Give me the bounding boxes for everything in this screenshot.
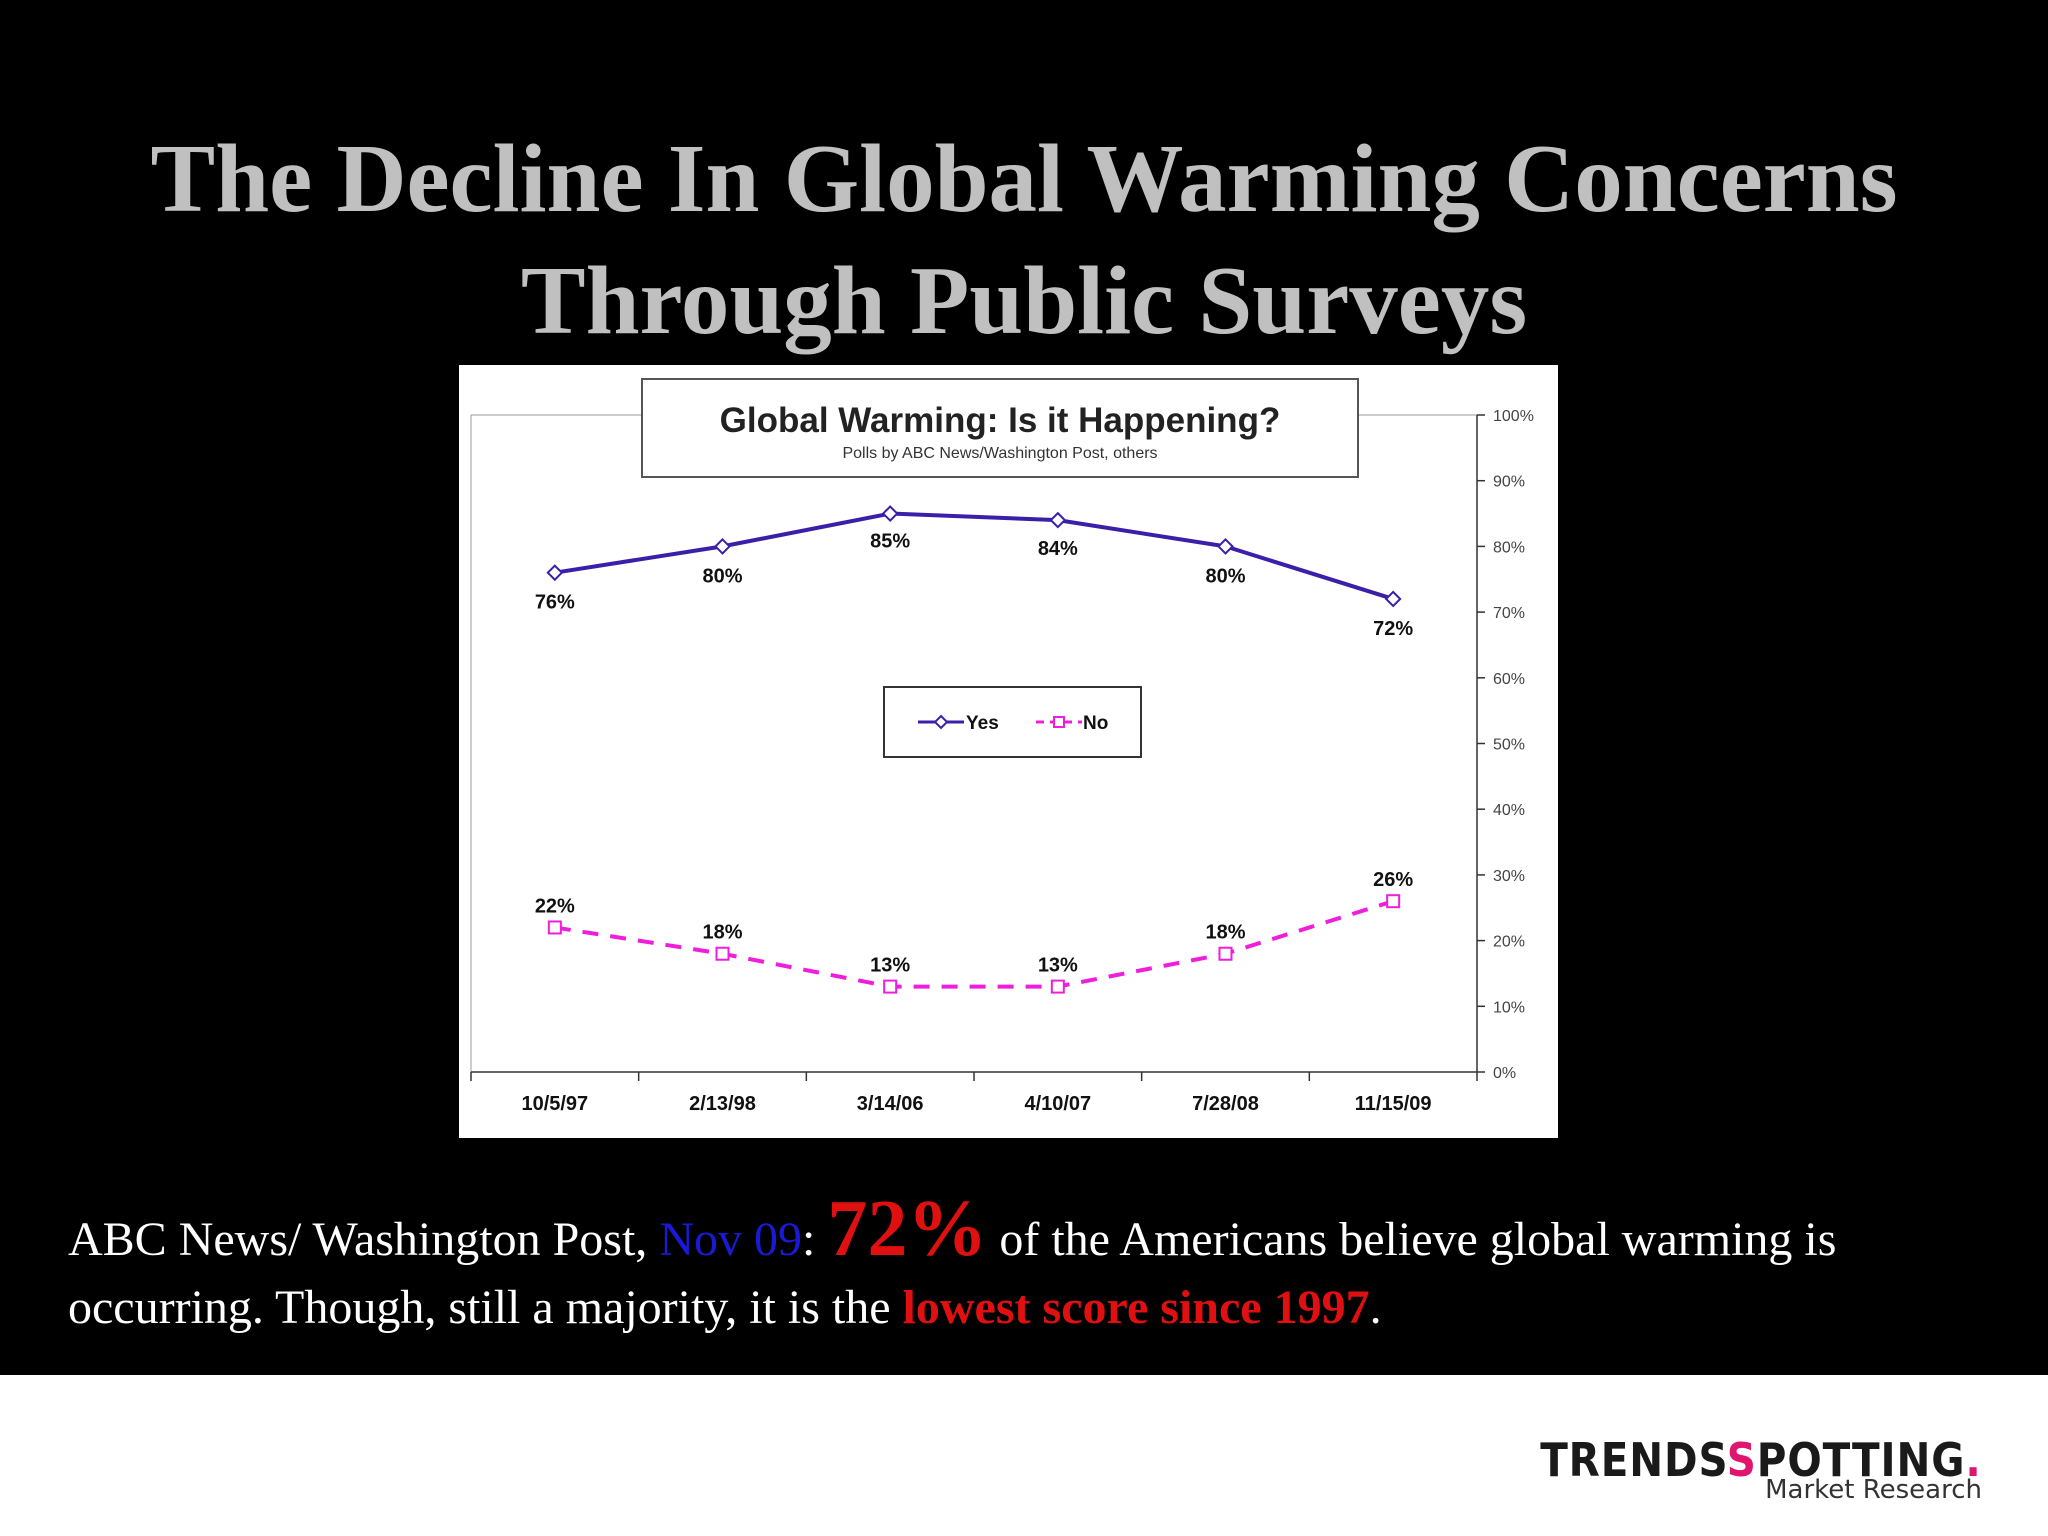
caption-body: of the Americans believe global warming …: [68, 1213, 1837, 1334]
data-label-no: 26%: [1373, 869, 1413, 891]
slide-title-line-1: The Decline In Global Warming Concerns: [150, 125, 1898, 232]
chart-title-box: [641, 378, 1359, 478]
chart-panel: 10/5/97 2/13/98 3/14/06 4/10/07 7/28/08 11/15…: [459, 365, 1558, 1138]
caption-source: ABC News/ Washington Post,: [68, 1213, 660, 1266]
data-point-no: [547, 920, 562, 935]
data-point-yes: [881, 505, 899, 522]
caption-highlight: lowest score since 1997: [902, 1281, 1370, 1334]
data-point-no: [883, 979, 898, 994]
caption-stat: 72%: [827, 1185, 988, 1273]
data-point-yes: [546, 564, 564, 582]
y-tick-label: 10%: [1493, 999, 1525, 1016]
legend-yes-label: Yes: [966, 713, 999, 734]
data-point-yes: [1217, 537, 1234, 555]
data-point-yes: [1049, 511, 1067, 529]
line-chart: 10/5/97 2/13/98 3/14/06 4/10/07 7/28/08 11/15…: [470, 378, 1534, 1115]
data-label-yes: 80%: [1205, 565, 1245, 587]
slide-title-line-2: Through Public Surveys: [520, 247, 1528, 354]
y-tick-label: 90%: [1493, 474, 1525, 491]
data-label-no: 13%: [870, 955, 910, 977]
data-label-no: 18%: [702, 922, 742, 944]
data-point-yes: [714, 537, 731, 555]
logo-dot: .: [1965, 1433, 1982, 1487]
data-point-no: [1386, 894, 1401, 909]
data-label-yes: 72%: [1373, 618, 1413, 640]
x-tick-label: 3/14/06: [857, 1093, 924, 1115]
series-line-yes: [554, 511, 1394, 601]
caption-colon: :: [801, 1213, 828, 1266]
data-label-no: 18%: [1205, 922, 1245, 944]
slide-title: The Decline In Global Warming Concerns T…: [0, 118, 2048, 362]
legend-yes-marker: [933, 714, 949, 730]
data-point-no: [1218, 946, 1233, 961]
caption: ABC News/ Washington Post, Nov 09: 72% o…: [68, 1189, 2028, 1342]
footer: TRENDSSPOTTING. Market Research: [0, 1375, 2048, 1536]
legend-no-label: No: [1083, 713, 1108, 734]
caption-date: Nov 09: [659, 1213, 802, 1266]
logo-mark: S: [1727, 1433, 1758, 1487]
x-tick-label: 2/13/98: [689, 1093, 756, 1115]
chart-title: Global Warming: Is it Happening?: [720, 401, 1281, 440]
data-label-yes: 80%: [702, 565, 742, 587]
company-logo: TRENDSSPOTTING.: [1541, 1433, 1982, 1487]
data-point-no: [1050, 979, 1065, 994]
caption-end: .: [1369, 1281, 1382, 1334]
y-tick-label: 40%: [1493, 802, 1525, 819]
y-tick-label: 20%: [1493, 934, 1525, 951]
data-label-no: 22%: [535, 895, 575, 917]
data-point-yes: [1384, 590, 1402, 608]
y-tick-label: 0%: [1493, 1065, 1516, 1082]
logo-name-part-2: POTTING: [1757, 1433, 1966, 1487]
data-label-yes: 85%: [870, 531, 910, 553]
x-tick-label: 10/5/97: [521, 1093, 588, 1115]
y-tick-label: 30%: [1493, 868, 1525, 885]
y-tick-label: 70%: [1493, 605, 1525, 622]
legend-no-marker: [1053, 716, 1065, 728]
data-label-no: 13%: [1038, 955, 1078, 977]
x-tick-label: 7/28/08: [1192, 1093, 1259, 1115]
data-point-no: [715, 946, 730, 961]
series-line-no: [554, 899, 1394, 989]
y-tick-label: 100%: [1493, 408, 1534, 425]
y-tick-label: 80%: [1493, 539, 1525, 556]
x-tick-label: 11/15/09: [1355, 1093, 1432, 1115]
chart-subtitle: Polls by ABC News/Washington Post, other…: [842, 445, 1157, 462]
x-tick-label: 4/10/07: [1024, 1093, 1091, 1115]
y-tick-label: 60%: [1493, 671, 1525, 688]
y-tick-label: 50%: [1493, 737, 1525, 754]
data-label-yes: 76%: [535, 592, 575, 614]
logo-tagline: Market Research: [1765, 1475, 1982, 1505]
logo-name-part-1: TRENDS: [1540, 1433, 1728, 1487]
data-label-yes: 84%: [1038, 538, 1078, 560]
